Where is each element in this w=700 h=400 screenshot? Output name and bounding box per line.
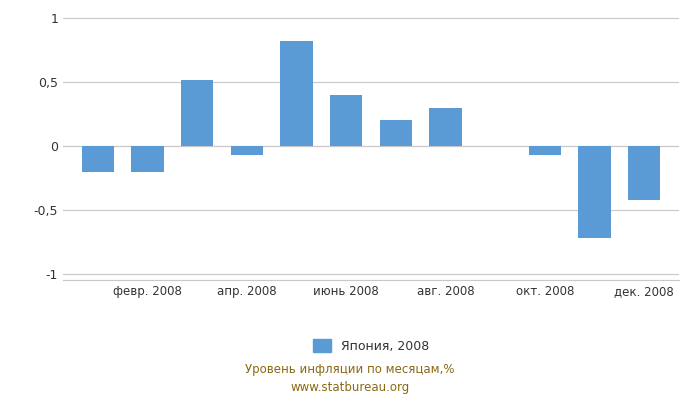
Bar bbox=[628, 146, 660, 200]
Bar bbox=[280, 41, 313, 146]
Text: Уровень инфляции по месяцам,%: Уровень инфляции по месяцам,% bbox=[245, 364, 455, 376]
Bar bbox=[181, 80, 214, 146]
Bar bbox=[379, 120, 412, 146]
Bar bbox=[429, 108, 462, 146]
Bar bbox=[330, 95, 363, 146]
Bar bbox=[528, 146, 561, 155]
Text: www.statbureau.org: www.statbureau.org bbox=[290, 382, 410, 394]
Bar bbox=[578, 146, 610, 238]
Bar bbox=[82, 146, 114, 172]
Bar bbox=[132, 146, 164, 172]
Legend: Япония, 2008: Япония, 2008 bbox=[307, 334, 435, 358]
Bar bbox=[231, 146, 263, 155]
